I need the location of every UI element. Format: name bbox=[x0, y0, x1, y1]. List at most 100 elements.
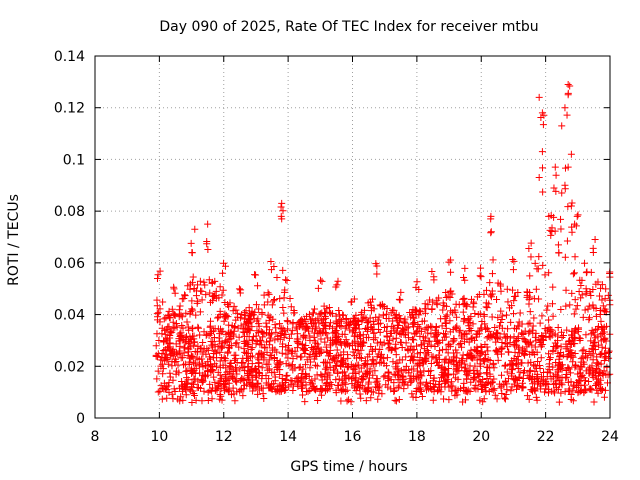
data-point bbox=[480, 395, 488, 403]
data-point bbox=[280, 386, 288, 394]
data-point bbox=[530, 314, 538, 322]
data-point bbox=[264, 366, 272, 374]
data-point bbox=[455, 367, 463, 375]
data-point bbox=[232, 363, 240, 371]
data-point bbox=[554, 385, 562, 393]
data-point bbox=[475, 377, 483, 385]
data-point bbox=[508, 357, 516, 365]
data-point bbox=[194, 377, 202, 385]
data-point bbox=[181, 292, 189, 300]
data-point bbox=[299, 344, 307, 352]
y-tick-label: 0.14 bbox=[54, 49, 85, 65]
data-point bbox=[491, 391, 499, 399]
data-point bbox=[388, 346, 396, 354]
data-point bbox=[157, 362, 165, 370]
data-point bbox=[497, 371, 505, 379]
data-point bbox=[564, 80, 572, 88]
data-point bbox=[434, 358, 442, 366]
data-point bbox=[520, 349, 528, 357]
data-point bbox=[200, 278, 208, 286]
data-point bbox=[428, 305, 436, 313]
data-point bbox=[177, 311, 185, 319]
data-point bbox=[241, 363, 249, 371]
data-point bbox=[509, 286, 517, 294]
data-point bbox=[166, 346, 174, 354]
data-point bbox=[598, 349, 606, 357]
data-point bbox=[302, 381, 310, 389]
data-point bbox=[416, 356, 424, 364]
data-point bbox=[503, 368, 511, 376]
data-point bbox=[510, 333, 518, 341]
data-point bbox=[449, 382, 457, 390]
data-point bbox=[175, 384, 183, 392]
data-point bbox=[505, 348, 513, 356]
data-point bbox=[207, 337, 215, 345]
data-point bbox=[360, 306, 368, 314]
data-point bbox=[210, 292, 218, 300]
data-point bbox=[579, 313, 587, 321]
data-point bbox=[555, 398, 563, 406]
data-point bbox=[269, 344, 277, 352]
data-point bbox=[265, 290, 273, 298]
data-point bbox=[196, 308, 204, 316]
data-point bbox=[449, 338, 457, 346]
data-point bbox=[541, 388, 549, 396]
data-point bbox=[238, 359, 246, 367]
data-point bbox=[365, 374, 373, 382]
data-point bbox=[278, 199, 286, 207]
data-point bbox=[369, 388, 377, 396]
data-point bbox=[477, 342, 485, 350]
data-point bbox=[185, 358, 193, 366]
data-point bbox=[472, 347, 480, 355]
data-point bbox=[199, 339, 207, 347]
data-point bbox=[248, 379, 256, 387]
data-point bbox=[339, 380, 347, 388]
data-point bbox=[365, 383, 373, 391]
data-point bbox=[390, 388, 398, 396]
data-point bbox=[562, 302, 570, 310]
data-point bbox=[447, 378, 455, 386]
data-point bbox=[445, 340, 453, 348]
data-point bbox=[324, 334, 332, 342]
data-point bbox=[297, 321, 305, 329]
data-point bbox=[225, 388, 233, 396]
data-point bbox=[597, 284, 605, 292]
data-point bbox=[245, 325, 253, 333]
data-point bbox=[159, 370, 167, 378]
data-point bbox=[441, 330, 449, 338]
data-point bbox=[351, 346, 359, 354]
data-point bbox=[326, 322, 334, 330]
data-point bbox=[270, 296, 278, 304]
data-point bbox=[567, 391, 575, 399]
data-point bbox=[320, 358, 328, 366]
data-point bbox=[350, 295, 358, 303]
data-point bbox=[533, 348, 541, 356]
data-point bbox=[501, 361, 509, 369]
data-point bbox=[557, 225, 565, 233]
data-point bbox=[206, 298, 214, 306]
data-point bbox=[466, 362, 474, 370]
data-point bbox=[338, 387, 346, 395]
data-point bbox=[225, 343, 233, 351]
data-point bbox=[458, 343, 466, 351]
data-point bbox=[474, 327, 482, 335]
data-point bbox=[434, 387, 442, 395]
data-point bbox=[518, 329, 526, 337]
data-point bbox=[582, 352, 590, 360]
data-point bbox=[318, 376, 326, 384]
data-point bbox=[193, 287, 201, 295]
x-tick-label: 24 bbox=[601, 429, 619, 445]
data-point bbox=[602, 352, 610, 360]
data-point bbox=[557, 343, 565, 351]
data-point bbox=[372, 260, 380, 268]
data-point bbox=[278, 215, 286, 223]
data-point bbox=[329, 324, 337, 332]
data-point bbox=[578, 371, 586, 379]
data-point bbox=[524, 320, 532, 328]
data-point bbox=[350, 366, 358, 374]
data-point bbox=[287, 362, 295, 370]
data-point bbox=[484, 347, 492, 355]
data-point bbox=[587, 337, 595, 345]
data-point bbox=[510, 340, 518, 348]
data-point bbox=[574, 388, 582, 396]
